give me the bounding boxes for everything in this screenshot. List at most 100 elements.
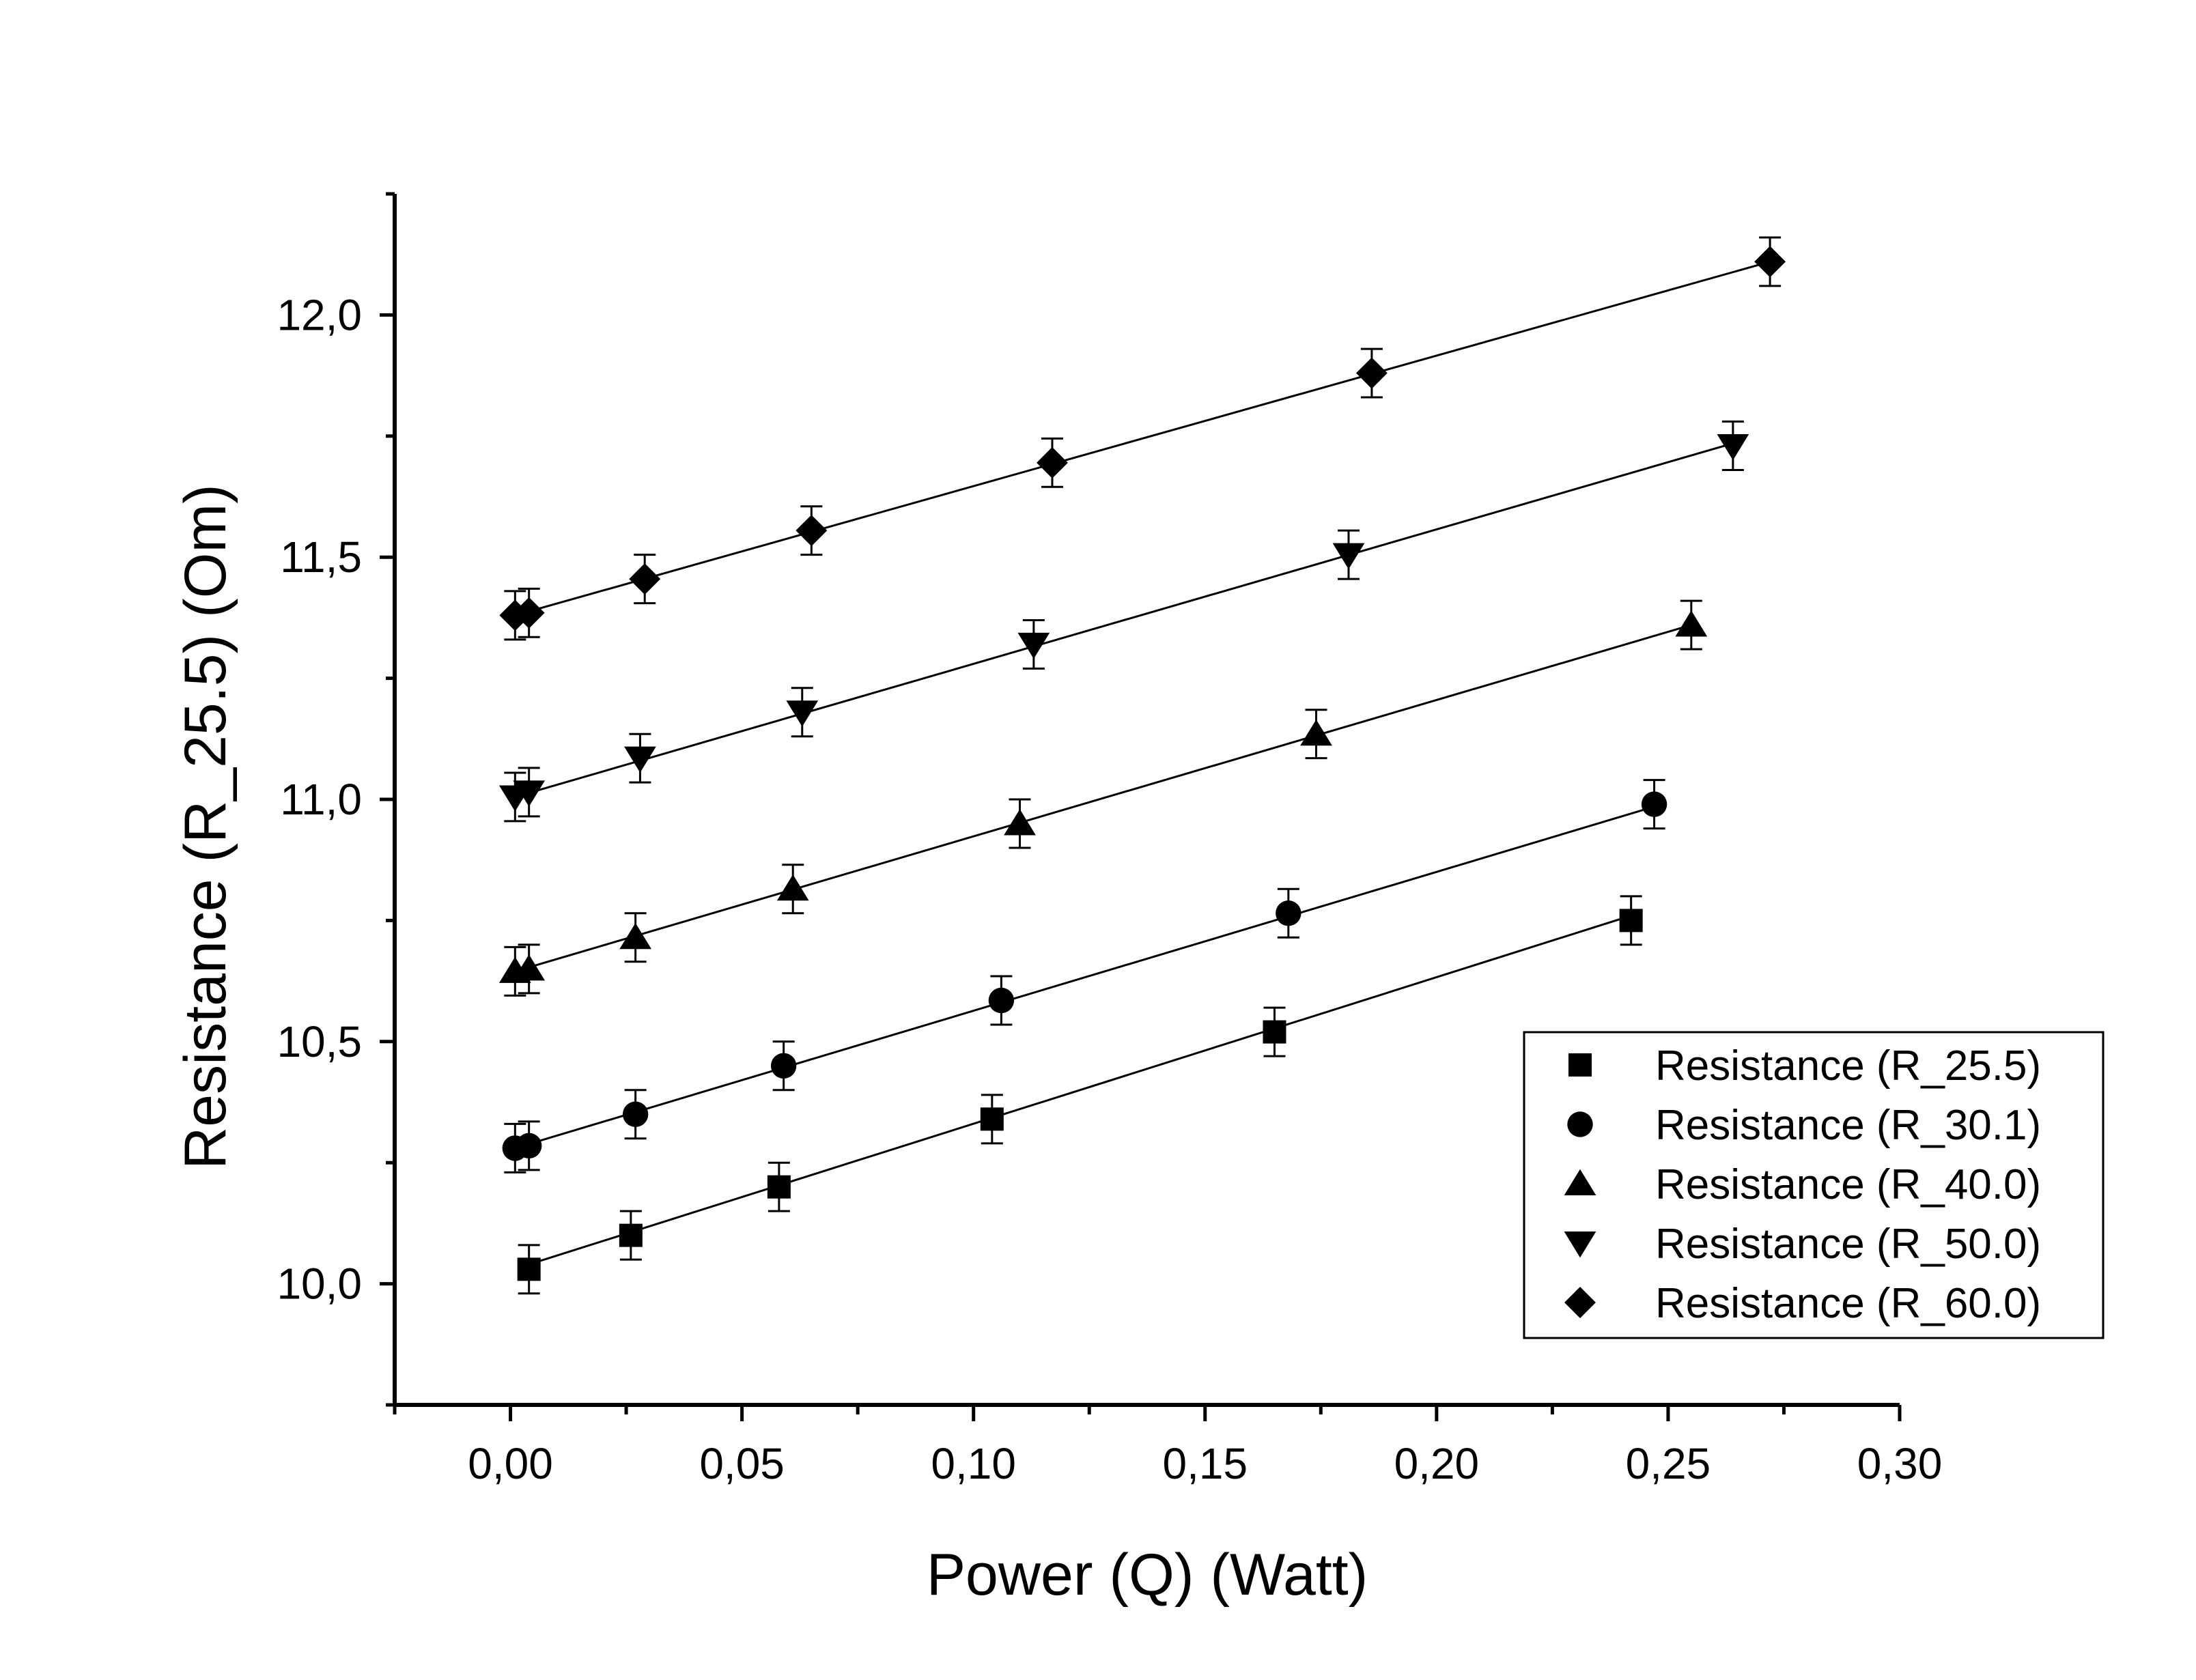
marker-triangle-up [776,874,809,901]
data-point [1641,779,1667,830]
x-tick-label: 0,30 [1857,1439,1943,1488]
marker-diamond [513,597,545,629]
data-point [1004,798,1036,849]
marker-triangle-down [1017,632,1050,659]
marker-diamond [1754,246,1786,278]
marker-square [980,1107,1004,1131]
legend-label: Resistance (R_25.5) [1655,1042,2041,1090]
x-tick-label: 0,25 [1626,1439,1711,1488]
legend-entry: Resistance (R_25.5) [1568,1042,2041,1090]
legend-marker-square [1568,1053,1592,1077]
marker-triangle-down [1717,433,1749,461]
fit-line [514,624,1692,973]
marker-triangle-down [513,780,546,807]
data-point [1355,347,1388,399]
marker-triangle-down [624,746,656,773]
marker-circle [516,1133,542,1159]
data-point [499,590,531,641]
y-tick-label: 10,5 [277,1017,362,1066]
axes-layer: 10,0 10,5 11,0 11,5 12,0 0,00 0,05 0,10 0,15 0,20… [277,192,1943,1488]
data-point [513,943,546,995]
data-point [1276,887,1301,939]
marker-diamond [629,563,661,595]
legend-box [1523,1031,2104,1339]
data-point [619,1210,643,1261]
legend-marker-diamond [1564,1287,1596,1318]
marker-diamond [796,515,828,547]
data-point [517,1244,541,1295]
x-tick-label: 0,05 [699,1439,785,1488]
fit-line [514,260,1771,616]
marker-square [1619,909,1643,932]
legend-entry: Resistance (R_50.0) [1564,1221,2041,1268]
y-tick-label: 12,0 [277,290,362,339]
marker-circle [770,1053,797,1079]
marker-triangle-down [786,700,819,727]
x-tick-label: 0,15 [1162,1439,1248,1488]
x-axis-title: Power (Q) (Watt) [927,1542,1368,1608]
markers-layer [498,236,1786,1295]
legend-entry: Resistance (R_40.0) [1564,1161,2041,1208]
x-tick-label: 0,00 [468,1439,553,1488]
data-point [622,1089,649,1140]
data-point [1263,1006,1286,1057]
fit-line [514,442,1734,798]
data-point [1017,618,1050,670]
y-axis-title: Resistance (R_25.5) (Om) [173,484,238,1169]
x-tick-label: 0,10 [931,1439,1016,1488]
marker-triangle-up [1300,719,1332,746]
data-point [513,767,546,818]
marker-circle [1641,791,1667,817]
data-point [770,1040,797,1092]
data-point [516,1120,542,1171]
marker-triangle-up [1675,610,1708,637]
y-tick-label: 10,0 [277,1259,362,1309]
fit-line [514,806,1655,1150]
data-point [767,1161,791,1212]
legend-label: Resistance (R_40.0) [1655,1161,2041,1208]
legend-entry: Resistance (R_30.1) [1567,1102,2041,1149]
legend-label: Resistance (R_60.0) [1655,1280,2041,1327]
marker-square [619,1223,643,1247]
marker-square [517,1257,541,1281]
data-point [786,687,819,738]
marker-diamond [1355,357,1388,389]
data-point [1300,709,1332,760]
marker-square [1263,1020,1286,1044]
data-point [629,554,661,605]
data-point [624,732,656,784]
data-point [513,587,545,638]
data-point [1619,895,1643,946]
legend-marker-triangle-down [1564,1231,1596,1258]
fit-line [529,914,1632,1266]
data-point [796,505,828,556]
marker-circle [1276,900,1301,926]
data-point [988,975,1015,1026]
legend-marker-triangle-up [1564,1169,1596,1195]
legend: Resistance (R_25.5) Resistance (R_30.1) Re… [1523,1031,2104,1339]
y-tick-label: 11,0 [280,775,362,824]
legend-label: Resistance (R_30.1) [1655,1102,2041,1149]
marker-triangle-up [1004,809,1036,836]
legend-entry: Resistance (R_60.0) [1564,1280,2041,1327]
y-tick-label: 11,5 [280,532,362,582]
fit-lines-layer [514,260,1771,1266]
legend-marker-circle [1567,1111,1593,1137]
data-point [619,912,652,963]
data-point [980,1094,1004,1145]
data-point [1675,599,1708,651]
data-point [1754,236,1786,287]
marker-triangle-up [513,954,546,981]
x-tick-label: 0,20 [1394,1439,1480,1488]
marker-circle [622,1101,649,1127]
marker-square [767,1175,791,1199]
marker-circle [988,987,1015,1014]
data-point [1037,437,1068,488]
marker-triangle-up [619,922,652,950]
marker-diamond [499,599,531,631]
marker-triangle-down [1332,543,1365,569]
data-point [1717,421,1749,471]
data-point [776,864,809,915]
